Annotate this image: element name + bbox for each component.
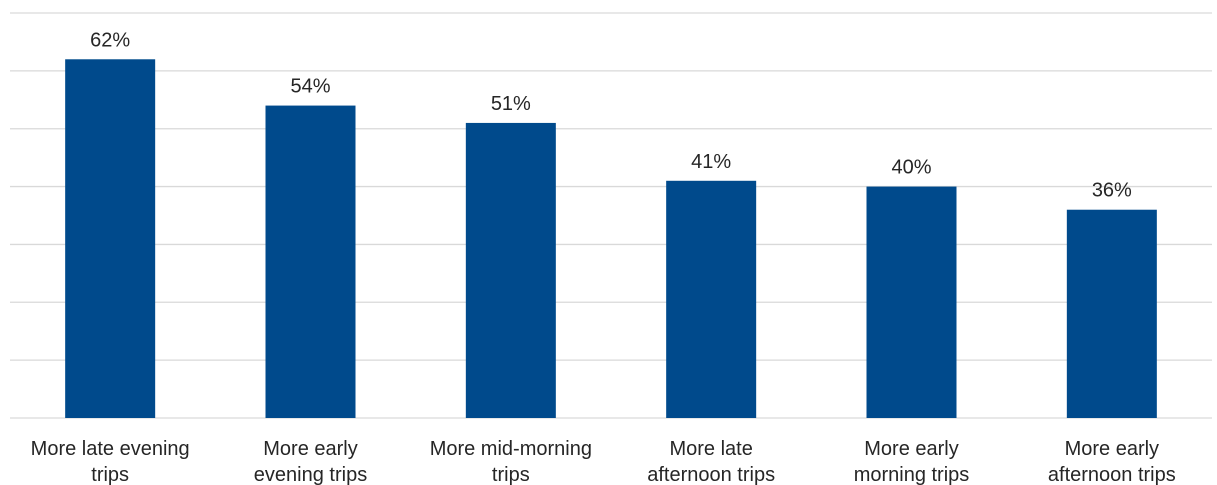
bars (65, 59, 1157, 419)
data-label: 51% (491, 93, 531, 115)
bar (666, 180, 757, 418)
data-label: 40% (891, 157, 931, 179)
category-label: More early (864, 438, 958, 460)
bar (265, 105, 356, 419)
bar (866, 186, 957, 418)
data-label: 41% (691, 151, 731, 173)
data-label: 54% (290, 76, 330, 98)
category-label: morning trips (854, 464, 970, 485)
category-label: More mid-morning (430, 438, 592, 460)
category-label: More late (669, 438, 752, 460)
data-label: 62% (90, 29, 130, 51)
category-label: More early (1065, 438, 1159, 460)
data-labels: 62% 54% 51% 41% 40% 36% (90, 29, 1132, 201)
data-label: 36% (1092, 180, 1132, 202)
category-label: More early (263, 438, 357, 460)
bar (465, 122, 556, 418)
category-labels: More late evening trips More early evening … (31, 438, 1176, 485)
category-label: More late evening (31, 438, 190, 460)
category-label: trips (492, 464, 530, 485)
category-label: evening trips (254, 464, 367, 485)
gridlines (10, 12, 1212, 419)
bar (1066, 209, 1157, 418)
category-label: afternoon trips (647, 464, 775, 485)
category-label: trips (91, 464, 129, 485)
bar (65, 59, 156, 419)
category-label: afternoon trips (1048, 464, 1176, 485)
